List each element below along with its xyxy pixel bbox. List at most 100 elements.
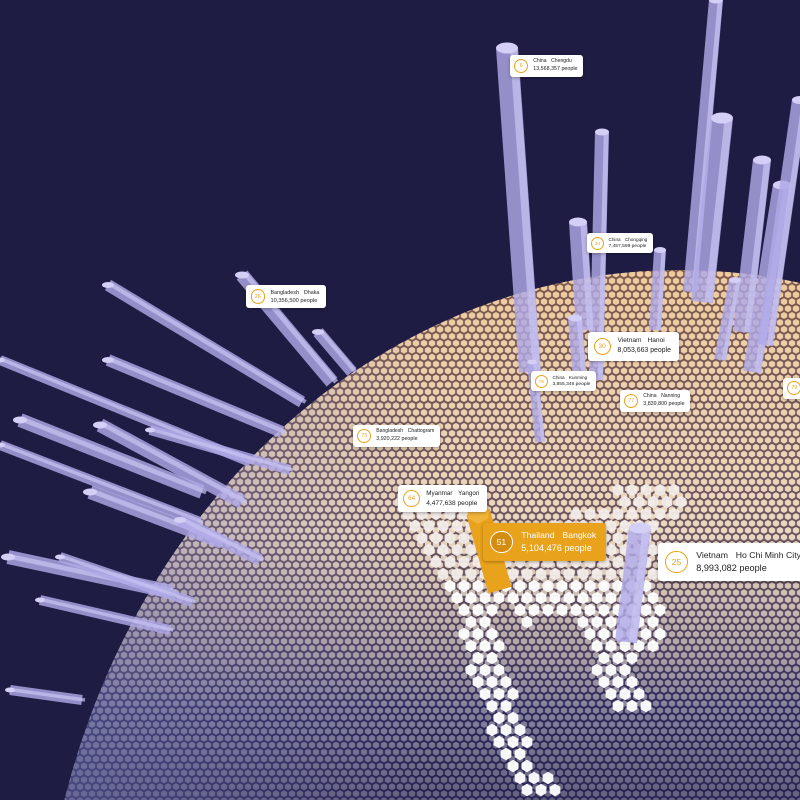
city-label: 64 Myanmar Yangon 4,477,638 people bbox=[398, 485, 487, 513]
city-label: 79 bbox=[783, 378, 800, 399]
land-hex bbox=[507, 687, 519, 701]
land-hex bbox=[556, 579, 568, 593]
land-hex bbox=[500, 675, 512, 689]
land-hex bbox=[528, 771, 540, 785]
land-hex bbox=[486, 723, 498, 737]
label-line: 3,839,800 people bbox=[643, 401, 684, 409]
land-hex bbox=[633, 495, 645, 509]
label-text: China Nanning 3,839,800 people bbox=[643, 393, 684, 408]
land-hex bbox=[626, 651, 638, 665]
land-hex bbox=[458, 579, 470, 593]
bar-cap bbox=[496, 42, 518, 54]
rank-badge: 6 bbox=[514, 59, 529, 73]
bar-edge bbox=[110, 358, 287, 434]
bar-cap bbox=[0, 357, 5, 363]
bar-cap bbox=[753, 155, 771, 165]
land-hex bbox=[437, 543, 449, 557]
bar bbox=[649, 249, 666, 331]
land-hex bbox=[570, 603, 582, 617]
land-hex bbox=[640, 603, 652, 617]
population: 10,356,500 people bbox=[270, 297, 318, 304]
rank: 25 bbox=[671, 556, 682, 567]
land-hex bbox=[605, 687, 617, 701]
land-hex bbox=[619, 663, 631, 677]
bar-cap bbox=[569, 217, 587, 227]
bar-cap bbox=[55, 554, 65, 560]
land-hex bbox=[479, 663, 491, 677]
land-hex bbox=[640, 507, 652, 521]
land-hex bbox=[507, 711, 519, 725]
label-line: Bangladesh Chattogram bbox=[376, 428, 434, 436]
city: Nanning bbox=[661, 393, 681, 400]
land-hex bbox=[465, 615, 477, 629]
city-label: 77 China Nanning 3,839,800 people bbox=[620, 390, 691, 413]
land-hex bbox=[514, 603, 526, 617]
land-hex bbox=[570, 579, 582, 593]
city: Ho Chi Minh City bbox=[735, 549, 800, 560]
label-line: China Chengdu bbox=[533, 58, 577, 66]
city-label: 30 Vietnam Hanoi 8,053,663 people bbox=[588, 332, 679, 361]
bar-cap bbox=[93, 421, 107, 429]
land-hex bbox=[493, 735, 505, 749]
country: China bbox=[552, 375, 565, 381]
land-hex bbox=[584, 603, 596, 617]
land-hex bbox=[479, 615, 491, 629]
land-hex bbox=[451, 591, 463, 605]
country: Thailand bbox=[521, 529, 555, 540]
bar-edge bbox=[42, 598, 174, 632]
label-text: Thailand Bangkok 5,104,476 people bbox=[521, 529, 596, 555]
population: 7,457,599 people bbox=[608, 244, 647, 250]
land-hex bbox=[437, 567, 449, 581]
bar bbox=[757, 98, 800, 347]
bar-cap bbox=[1, 553, 15, 561]
label-line: Vietnam Hanoi bbox=[617, 336, 671, 346]
land-hex bbox=[479, 687, 491, 701]
country: Bangladesh bbox=[270, 289, 299, 296]
land-hex bbox=[521, 615, 533, 629]
land-hex bbox=[437, 519, 449, 533]
land-hex bbox=[584, 579, 596, 593]
bar-cap bbox=[527, 359, 537, 365]
bar-edge bbox=[2, 443, 204, 524]
rank-badge: 64 bbox=[403, 490, 420, 507]
label-line: 3,855,346 people bbox=[552, 381, 590, 388]
bar bbox=[569, 221, 594, 331]
land-hex bbox=[514, 579, 526, 593]
land-hex bbox=[521, 783, 533, 797]
rank: 26 bbox=[254, 293, 261, 300]
label-text: China Kunming 3,855,346 people bbox=[552, 374, 590, 388]
land-hex bbox=[465, 639, 477, 653]
land-hex bbox=[409, 519, 421, 533]
bar-cap bbox=[312, 329, 324, 335]
land-hex bbox=[647, 543, 659, 557]
land-hex bbox=[444, 555, 456, 569]
bar-edge bbox=[704, 117, 733, 303]
label-text: Myanmar Yangon 4,477,638 people bbox=[426, 489, 479, 508]
land-hex bbox=[430, 555, 442, 569]
label-text: Bangladesh Dhaka 10,356,500 people bbox=[270, 289, 319, 305]
label-text: Vietnam Hanoi 8,053,663 people bbox=[617, 336, 671, 356]
land-hex bbox=[612, 699, 624, 713]
land-hex bbox=[542, 603, 554, 617]
land-hex bbox=[486, 603, 498, 617]
label-line: China Nanning bbox=[643, 393, 684, 401]
land-hex bbox=[605, 591, 617, 605]
city-label: 26 Bangladesh Dhaka 10,356,500 people bbox=[246, 285, 326, 309]
land-hex bbox=[605, 519, 617, 533]
city: Kunming bbox=[568, 375, 588, 381]
land-hex bbox=[542, 579, 554, 593]
land-hex bbox=[584, 507, 596, 521]
label-line: 7,457,599 people bbox=[608, 243, 647, 250]
land-hex bbox=[598, 507, 610, 521]
land-hex bbox=[472, 603, 484, 617]
population: 8,053,663 people bbox=[617, 347, 671, 355]
population: 3,855,346 people bbox=[552, 382, 591, 388]
population: 13,568,357 people bbox=[533, 66, 578, 73]
bar-edge bbox=[628, 527, 651, 643]
rank: 6 bbox=[519, 63, 523, 70]
city: Chengdu bbox=[551, 58, 572, 65]
city: Chongqing bbox=[624, 237, 648, 243]
land-hex bbox=[500, 723, 512, 737]
land-hex bbox=[493, 687, 505, 701]
land-hex bbox=[612, 507, 624, 521]
